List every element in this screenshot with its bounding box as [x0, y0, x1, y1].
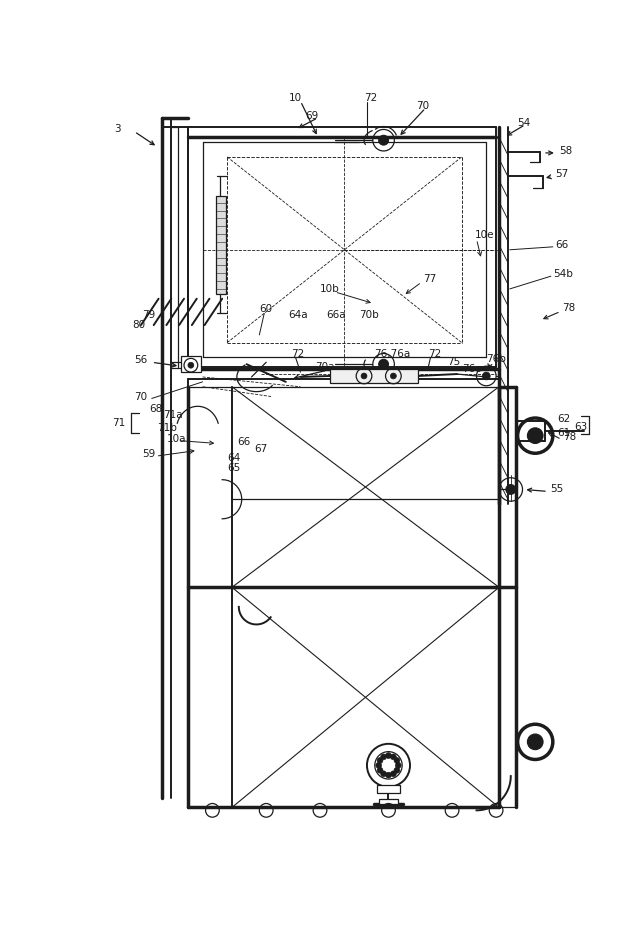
- Text: 71: 71: [113, 418, 126, 428]
- Circle shape: [527, 428, 543, 444]
- Text: 56: 56: [134, 355, 147, 365]
- Text: 10e: 10e: [475, 230, 494, 240]
- Text: 76b: 76b: [486, 354, 506, 365]
- Text: 72: 72: [364, 93, 377, 103]
- Circle shape: [390, 771, 396, 777]
- Circle shape: [390, 754, 396, 760]
- Text: 65: 65: [227, 463, 240, 473]
- Text: 79: 79: [142, 311, 155, 320]
- Circle shape: [381, 754, 387, 760]
- Text: 54: 54: [518, 117, 531, 127]
- Text: 3: 3: [115, 125, 121, 135]
- Text: 64: 64: [227, 453, 240, 463]
- Text: 78: 78: [563, 432, 576, 442]
- Text: 71b: 71b: [157, 423, 177, 432]
- Text: 70: 70: [134, 392, 147, 402]
- Text: 80: 80: [132, 320, 145, 330]
- Circle shape: [385, 772, 392, 778]
- Text: 57: 57: [555, 169, 568, 179]
- Text: 72: 72: [291, 350, 304, 360]
- Text: 61: 61: [557, 428, 571, 438]
- Circle shape: [396, 763, 401, 768]
- Text: 66: 66: [237, 437, 250, 447]
- Circle shape: [376, 763, 381, 768]
- Text: 63: 63: [574, 422, 588, 432]
- Text: 78: 78: [562, 303, 575, 313]
- Text: 69: 69: [305, 111, 319, 121]
- Text: 60: 60: [259, 304, 273, 314]
- Text: 66a: 66a: [326, 311, 346, 320]
- Text: 67: 67: [255, 445, 268, 455]
- Text: 62: 62: [557, 414, 571, 424]
- Text: 68: 68: [148, 405, 162, 414]
- Bar: [181, 356, 201, 372]
- Bar: [216, 196, 226, 294]
- Circle shape: [506, 485, 516, 495]
- Text: 76,76a: 76,76a: [374, 350, 410, 360]
- Circle shape: [390, 373, 396, 379]
- Text: 10b: 10b: [320, 284, 340, 294]
- Circle shape: [379, 359, 388, 369]
- Circle shape: [379, 135, 388, 145]
- Text: 72: 72: [428, 350, 441, 360]
- Text: 70b: 70b: [359, 311, 379, 320]
- Text: 70: 70: [416, 101, 429, 111]
- Text: 66: 66: [555, 240, 568, 250]
- Text: 71a: 71a: [163, 410, 183, 420]
- Text: 64a: 64a: [289, 311, 308, 320]
- Text: 77: 77: [423, 274, 436, 285]
- Text: 59: 59: [142, 449, 155, 459]
- Circle shape: [377, 758, 383, 764]
- Bar: [330, 369, 418, 383]
- Circle shape: [527, 734, 543, 750]
- Bar: [377, 785, 400, 792]
- Text: 54b: 54b: [553, 269, 573, 279]
- Circle shape: [385, 752, 392, 759]
- Text: 70a: 70a: [315, 362, 335, 372]
- Circle shape: [394, 758, 400, 764]
- Text: 58: 58: [560, 146, 573, 156]
- Circle shape: [381, 771, 387, 777]
- Circle shape: [377, 767, 383, 773]
- Circle shape: [394, 767, 400, 773]
- Bar: [379, 799, 398, 804]
- Text: 76c: 76c: [462, 365, 481, 374]
- Circle shape: [188, 363, 194, 368]
- Circle shape: [483, 372, 490, 379]
- Circle shape: [361, 373, 367, 379]
- Text: 75: 75: [447, 357, 460, 367]
- Text: 55: 55: [550, 485, 563, 495]
- Text: 10a: 10a: [166, 433, 186, 444]
- Text: 10: 10: [289, 93, 302, 103]
